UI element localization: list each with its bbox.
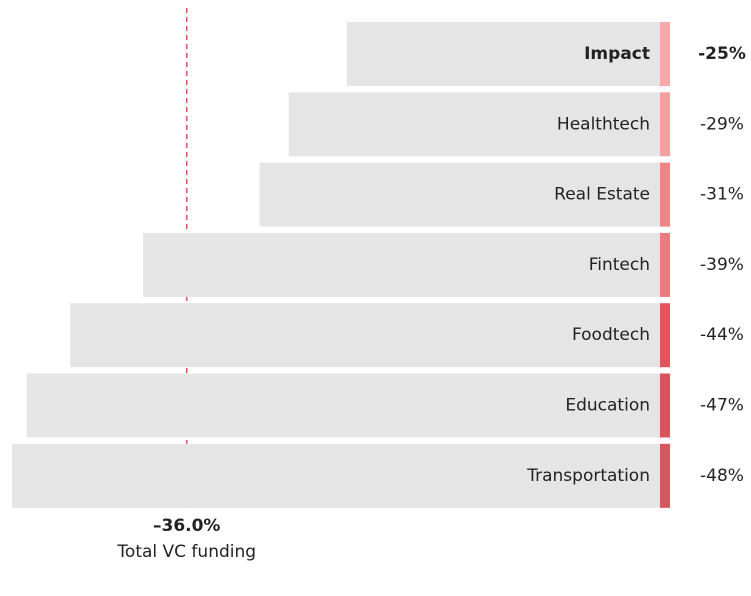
bar: [26, 373, 661, 438]
bar: [143, 232, 661, 297]
category-label: Healthtech: [557, 114, 650, 134]
bar: [346, 22, 660, 86]
bar: [12, 443, 660, 508]
reference-label: –36.0%: [153, 516, 220, 536]
value-label: -29%: [700, 114, 744, 134]
bar: [259, 162, 660, 227]
category-label: Real Estate: [554, 185, 650, 205]
reference-text: Total VC funding: [116, 542, 256, 562]
category-label: Foodtech: [572, 325, 650, 345]
bar-accent: [660, 162, 670, 227]
bar-accent: [660, 22, 670, 86]
value-label: -25%: [698, 44, 746, 64]
category-label: Impact: [584, 44, 650, 64]
bar-accent: [660, 373, 670, 438]
bar-accent: [660, 92, 670, 157]
bar: [70, 303, 660, 368]
bar-accent: [660, 303, 670, 368]
value-label: -44%: [700, 325, 744, 345]
category-label: Transportation: [526, 466, 650, 486]
value-label: -39%: [700, 255, 744, 275]
value-label: -48%: [700, 466, 744, 486]
value-label: -47%: [700, 396, 744, 416]
category-label: Education: [565, 396, 650, 416]
category-label: Fintech: [589, 255, 650, 275]
bar-accent: [660, 443, 670, 508]
bar-accent: [660, 232, 670, 297]
value-label: -31%: [700, 185, 744, 205]
bar: [288, 92, 660, 157]
